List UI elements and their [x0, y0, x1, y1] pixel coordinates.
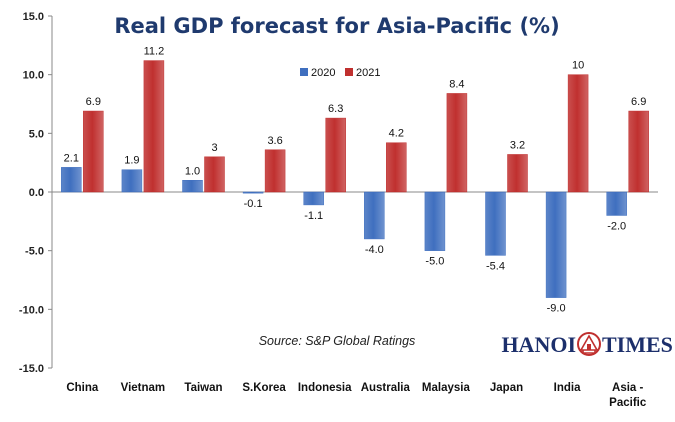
bar-2020-9	[606, 191, 627, 216]
chart-title: Real GDP forecast for Asia-Pacific (%)	[114, 14, 559, 38]
data-label-2021-5: 4.2	[389, 128, 404, 140]
data-label-2021-3: 3.6	[267, 135, 282, 147]
bar-2020-1	[121, 169, 143, 193]
data-label-2021-1: 11.2	[144, 46, 165, 58]
x-tick-label: China	[66, 382, 99, 394]
data-label-2020-2: 1.0	[185, 165, 200, 177]
data-label-2020-8: -9.0	[547, 303, 566, 315]
legend-label-2021: 2021	[356, 67, 380, 79]
data-label-2021-2: 3	[211, 142, 217, 154]
data-label-2021-7: 3.2	[510, 139, 525, 151]
y-tick-label: -15.0	[19, 363, 44, 375]
bar-2021-3	[264, 149, 286, 193]
x-tick-label: Japan	[490, 382, 523, 394]
source-annotation: Source: S&P Global Ratings	[259, 334, 416, 348]
bar-2020-7	[485, 191, 506, 256]
data-label-2020-9: -2.0	[607, 220, 626, 232]
data-label-2020-3: -0.1	[244, 198, 263, 210]
x-tick-label: Australia	[361, 382, 411, 394]
bar-2020-3	[242, 191, 264, 194]
bar-2021-7	[507, 154, 528, 193]
data-label-2020-6: -5.0	[425, 256, 444, 268]
bar-2021-5	[386, 142, 407, 193]
data-label-2021-0: 6.9	[86, 96, 101, 108]
data-label-2020-7: -5.4	[486, 260, 505, 272]
bars	[61, 60, 649, 298]
x-tick-label: S.Korea	[242, 382, 286, 394]
axes	[51, 16, 658, 368]
y-tick-label: 10.0	[23, 70, 44, 82]
bar-2021-6	[446, 93, 468, 193]
bar-2021-1	[143, 60, 165, 193]
data-labels: 2.1 6.9 1.9 11.2 1.0 3 -0.1 3.6 -1.1 6.3 -4.0 4.2 -5…	[64, 46, 647, 315]
data-label-2020-1: 1.9	[124, 155, 139, 167]
data-label-2021-8: 10	[572, 60, 584, 72]
emblem-icon	[577, 332, 601, 356]
x-tick-label: Malaysia	[422, 382, 471, 394]
bar-2021-0	[83, 110, 104, 193]
x-tick-label: Indonesia	[298, 382, 352, 394]
x-axis-ticks: China Vietnam Taiwan S.Korea Indonesia Austra…	[66, 382, 647, 409]
hanoi-times-logo: HANOI TIMES	[501, 332, 673, 357]
data-label-2021-6: 8.4	[449, 78, 464, 90]
y-tick-label: 0.0	[29, 187, 44, 199]
y-axis-ticks: 15.0 10.0 5.0 0.0 -5.0 -10.0 -15.0	[19, 11, 52, 375]
data-label-2021-9: 6.9	[631, 96, 646, 108]
y-tick-label: 15.0	[23, 11, 44, 23]
data-label-2020-0: 2.1	[64, 152, 79, 164]
legend-swatch-2020	[300, 68, 308, 76]
x-tick-label: India	[554, 382, 581, 394]
y-tick-label: 5.0	[29, 128, 44, 140]
brand-right: TIMES	[602, 332, 673, 357]
bar-2020-2	[182, 180, 203, 193]
y-tick-label: -5.0	[25, 246, 44, 258]
bar-2021-9	[628, 110, 649, 193]
bar-2021-4	[325, 117, 346, 193]
bar-2021-8	[567, 74, 589, 193]
bar-2020-4	[303, 191, 324, 206]
bar-2021-2	[204, 156, 225, 193]
x-tick-label: Asia -Pacific	[609, 382, 647, 409]
legend-label-2020: 2020	[311, 67, 335, 79]
bar-2020-0	[61, 167, 82, 193]
y-tick-label: -10.0	[19, 304, 44, 316]
brand-left: HANOI	[501, 332, 576, 357]
x-tick-label: Vietnam	[121, 382, 166, 394]
bar-2020-8	[545, 191, 567, 298]
data-label-2021-4: 6.3	[328, 103, 343, 115]
bar-2020-5	[364, 191, 385, 240]
legend-swatch-2021	[345, 68, 353, 76]
data-label-2020-5: -4.0	[365, 244, 384, 256]
x-tick-label: Taiwan	[184, 382, 222, 394]
data-label-2020-4: -1.1	[304, 210, 323, 222]
legend: 2020 2021	[300, 67, 380, 79]
bar-2020-6	[424, 191, 446, 251]
